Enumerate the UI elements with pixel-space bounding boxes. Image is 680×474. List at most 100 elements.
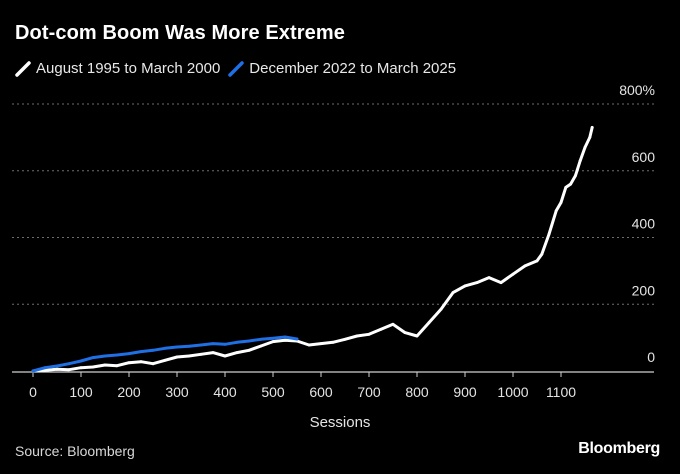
x-tick-label-100: 100: [69, 384, 93, 400]
data-point-series-2-21: [283, 335, 287, 339]
data-point-series-1-44: [547, 232, 551, 236]
data-point-series-2-15: [211, 342, 215, 345]
y-tick-label-200: 200: [632, 282, 656, 298]
data-point-series-1-8: [127, 361, 131, 365]
data-point-series-2-17: [235, 340, 239, 344]
x-tick-label-600: 600: [309, 384, 333, 400]
data-point-series-1-40: [511, 272, 515, 276]
data-point-series-1-50: [578, 159, 582, 163]
series-line-1: [31, 125, 594, 373]
y-tick-label-800: 800%: [619, 82, 655, 98]
data-point-series-2-13: [187, 344, 191, 348]
data-point-series-1-39: [499, 281, 503, 284]
data-point-series-1-53: [590, 126, 594, 129]
data-point-series-2-11: [163, 346, 167, 350]
data-point-series-2-22: [295, 337, 299, 341]
data-point-series-2-4: [79, 359, 83, 363]
data-point-series-1-24: [319, 342, 323, 345]
data-point-series-1-46: [559, 201, 563, 204]
data-point-series-2-6: [103, 354, 107, 358]
data-point-series-2-20: [271, 336, 275, 340]
y-tick-label-600: 600: [632, 149, 656, 165]
data-point-series-1-26: [343, 337, 347, 341]
y-tick-label-400: 400: [632, 216, 656, 232]
data-point-series-2-14: [199, 343, 203, 347]
data-point-series-1-33: [427, 321, 431, 324]
data-point-series-2-7: [115, 353, 119, 357]
data-point-series-2-2: [55, 364, 59, 368]
data-point-series-1-51: [583, 146, 587, 149]
data-point-series-2-0: [31, 369, 35, 373]
data-point-series-1-47: [564, 186, 568, 189]
data-point-series-2-12: [175, 345, 179, 349]
data-point-series-1-3: [67, 368, 71, 372]
data-point-series-1-25: [331, 340, 335, 344]
x-tick-label-700: 700: [357, 384, 381, 400]
legend-swatch-white-icon: [15, 60, 31, 77]
data-point-series-1-38: [487, 276, 491, 279]
data-point-series-1-15: [211, 351, 215, 354]
data-point-series-1-10: [151, 362, 155, 366]
data-point-series-1-52: [588, 136, 592, 139]
chart-legend: August 1995 to March 2000 December 2022 …: [15, 60, 464, 77]
data-point-series-1-28: [367, 332, 371, 336]
x-tick-label-300: 300: [165, 384, 189, 400]
data-point-series-1-49: [574, 174, 577, 178]
data-point-series-1-29: [379, 327, 383, 331]
bloomberg-logo: Bloomberg: [578, 440, 660, 457]
legend-item-series-2: December 2022 to March 2025: [228, 60, 456, 77]
data-point-series-2-9: [139, 350, 143, 353]
data-point-series-1-48: [569, 182, 572, 186]
data-point-series-1-34: [439, 307, 443, 311]
data-point-series-2-8: [127, 352, 131, 355]
x-tick-label-1100: 1100: [546, 384, 576, 400]
y-tick-label-0: 0: [647, 349, 655, 365]
data-point-series-2-1: [43, 366, 47, 370]
data-point-series-1-12: [175, 355, 179, 359]
data-point-series-1-41: [523, 264, 527, 268]
data-point-series-1-37: [475, 281, 479, 284]
data-point-series-1-45: [554, 209, 558, 213]
data-point-series-1-36: [463, 284, 467, 288]
x-tick-label-400: 400: [213, 384, 237, 400]
source-note: Source: Bloomberg: [15, 443, 135, 459]
data-point-series-1-17: [235, 351, 239, 354]
data-point-series-1-32: [415, 334, 419, 338]
data-point-series-2-18: [247, 339, 251, 343]
data-point-series-1-7: [115, 364, 119, 368]
x-tick-label-900: 900: [453, 384, 477, 400]
data-point-series-1-43: [540, 252, 544, 256]
data-point-series-2-3: [67, 362, 71, 366]
x-tick-label-800: 800: [405, 384, 429, 400]
legend-swatch-blue-icon: [228, 60, 245, 77]
data-point-series-1-18: [247, 348, 251, 352]
data-point-series-1-42: [535, 259, 539, 263]
data-point-series-1-2: [55, 367, 59, 371]
data-point-series-1-19: [259, 344, 263, 348]
legend-item-series-1: August 1995 to March 2000: [15, 60, 220, 77]
data-point-series-1-30: [391, 322, 395, 326]
series-line-2: [31, 335, 299, 373]
x-tick-label-1000: 1000: [497, 384, 528, 400]
data-point-series-1-11: [163, 358, 167, 362]
data-point-series-2-16: [223, 342, 227, 346]
data-point-series-1-31: [403, 331, 407, 334]
data-point-series-1-6: [103, 363, 107, 367]
data-point-series-1-20: [271, 340, 275, 343]
data-point-series-1-35: [451, 291, 455, 294]
data-point-series-1-5: [91, 365, 95, 369]
data-point-series-1-27: [355, 334, 359, 338]
data-point-series-1-21: [283, 338, 287, 342]
data-point-series-1-9: [139, 360, 143, 364]
x-tick-label-500: 500: [261, 384, 285, 400]
data-point-series-2-5: [91, 356, 95, 359]
x-tick-label-200: 200: [117, 384, 141, 400]
x-tick-label-0: 0: [29, 384, 37, 400]
data-point-series-2-19: [259, 337, 263, 341]
data-point-series-2-10: [151, 348, 155, 352]
data-point-series-1-4: [79, 366, 83, 370]
data-point-series-1-23: [307, 343, 311, 347]
legend-label-series-1: August 1995 to March 2000: [36, 60, 221, 77]
data-point-series-1-14: [199, 352, 203, 356]
